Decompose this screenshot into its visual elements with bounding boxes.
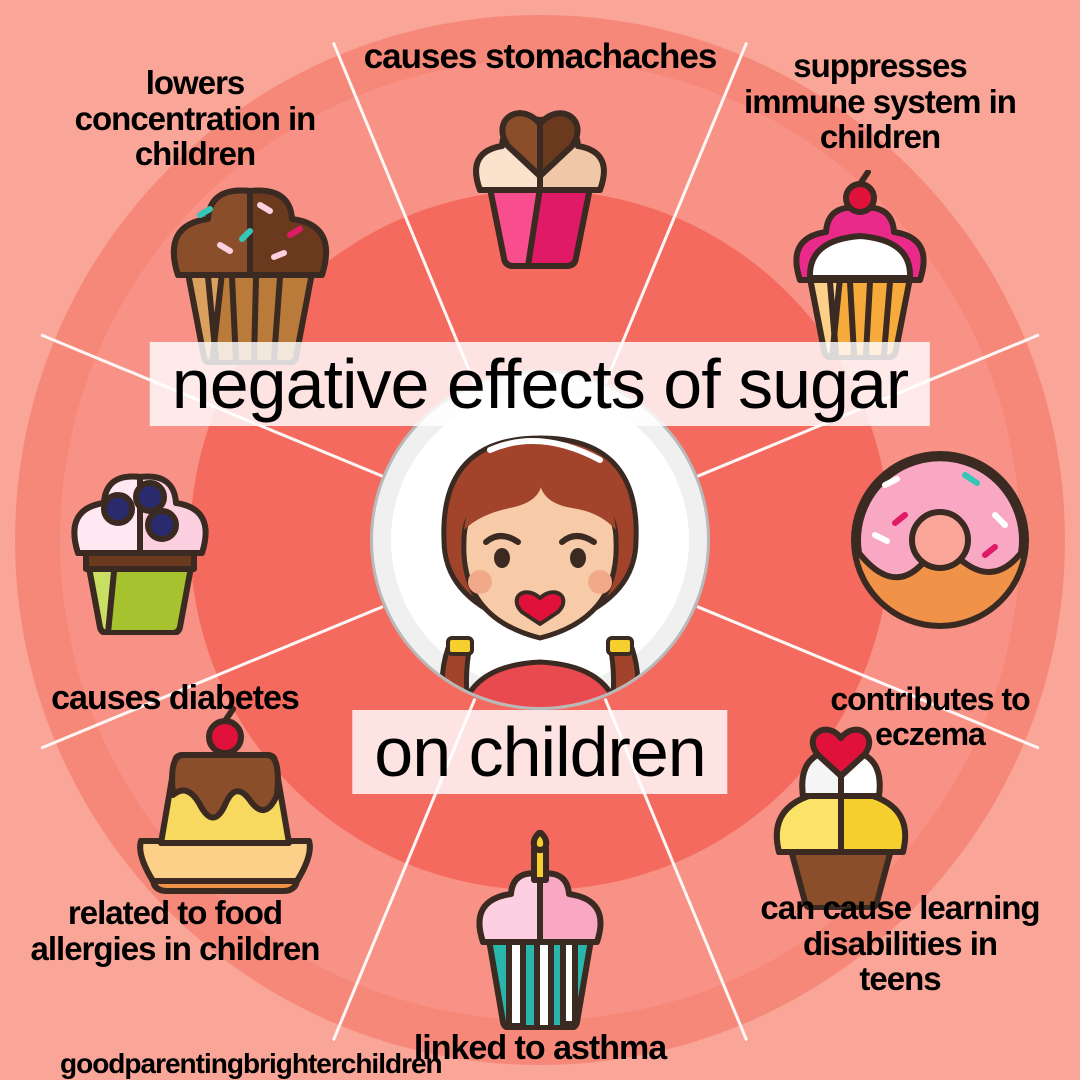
segment-label-6: causes diabetes bbox=[20, 680, 330, 717]
segment-label-1: suppresses immune system in children bbox=[735, 48, 1025, 155]
infographic-stage: causes stomachachessuppresses immune sys… bbox=[0, 0, 1080, 1080]
cupcake-heart-icon bbox=[450, 90, 630, 270]
title_top: negative effects of sugar bbox=[150, 342, 930, 426]
cupcake-cherry-icon bbox=[770, 170, 950, 360]
segment-label-3: can cause learning disabilities in teens bbox=[760, 890, 1040, 997]
segment-label-2: contributes to eczema bbox=[800, 682, 1060, 751]
donut-icon bbox=[845, 445, 1035, 635]
flan-icon bbox=[125, 705, 325, 895]
credit-text: goodparentingbrighterchildren bbox=[60, 1048, 442, 1080]
girl-face-icon bbox=[400, 430, 680, 710]
cupcake-sprinkles-icon bbox=[150, 165, 350, 365]
segment-label-7: lowers concentration in children bbox=[45, 65, 345, 172]
cupcake-blueberry-icon bbox=[50, 445, 230, 635]
segment-label-0: causes stomachaches bbox=[320, 38, 760, 76]
segment-label-5: related to food allergies in children bbox=[30, 895, 320, 966]
cupcake-candle-icon bbox=[455, 830, 625, 1030]
title_bottom: on children bbox=[352, 710, 727, 794]
